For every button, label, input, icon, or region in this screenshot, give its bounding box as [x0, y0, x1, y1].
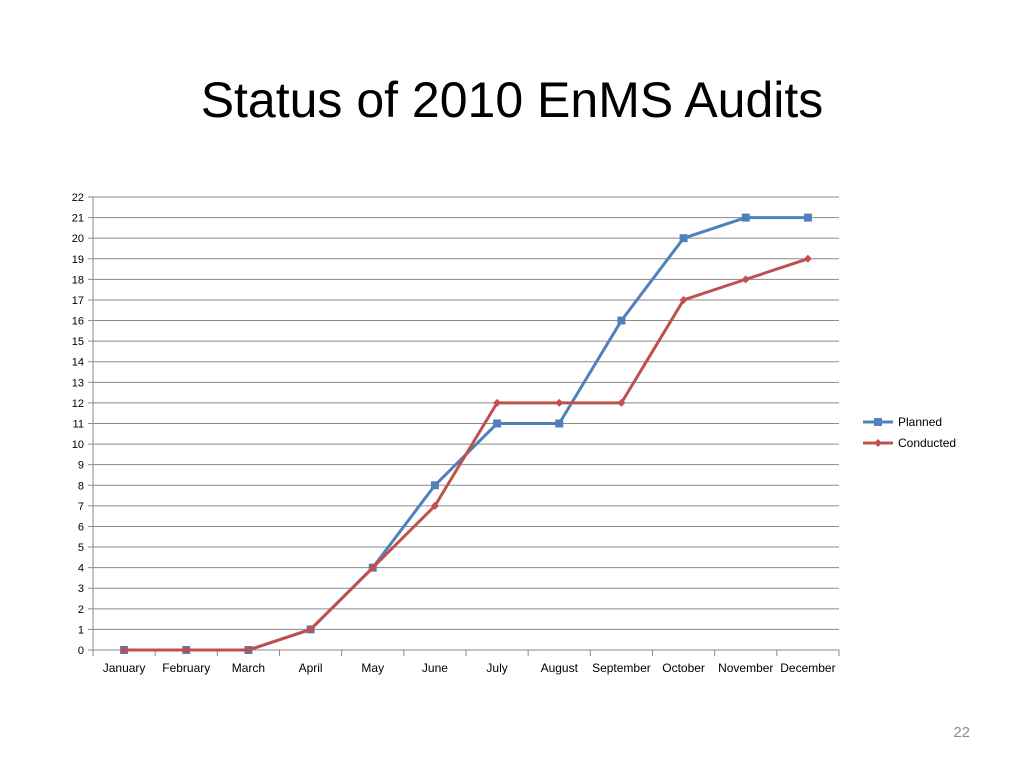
y-tick-label: 4 — [78, 563, 84, 575]
legend: Planned Conducted — [863, 415, 956, 450]
legend-swatch-marker — [874, 418, 882, 426]
x-tick-label: August — [541, 661, 579, 675]
series-lines — [120, 213, 812, 654]
data-point-planned — [430, 481, 439, 490]
series-line-planned — [124, 216, 808, 652]
slide-title: Status of 2010 EnMS Audits — [200, 72, 824, 128]
legend-item-conducted: Conducted — [863, 436, 956, 450]
y-tick-label: 0 — [78, 645, 84, 657]
y-tick-label: 17 — [72, 295, 84, 307]
data-point-conducted — [306, 625, 315, 634]
y-tick-label: 18 — [72, 274, 84, 286]
y-tick-label: 20 — [72, 233, 84, 245]
data-point-conducted — [617, 398, 626, 407]
legend-swatch-marker — [874, 439, 882, 447]
y-tick-label: 6 — [78, 521, 84, 533]
y-tick-label: 7 — [78, 501, 84, 513]
y-tick-label: 10 — [72, 439, 84, 451]
y-tick-label: 1 — [78, 624, 84, 636]
data-point-conducted — [430, 501, 439, 510]
x-tick-label: September — [592, 661, 651, 675]
x-axis-tick-labels: January February March April May June July Augu… — [103, 661, 836, 675]
data-point-planned — [679, 234, 688, 243]
x-tick-label: May — [361, 661, 384, 675]
y-tick-label: 11 — [73, 419, 84, 431]
y-tick-label: 9 — [78, 460, 84, 472]
y-tick-label: 22 — [72, 192, 84, 204]
series-conducted — [120, 254, 812, 654]
y-tick-label: 14 — [72, 357, 84, 369]
y-tick-label: 3 — [78, 583, 84, 595]
y-tick-label: 21 — [72, 213, 84, 225]
gridlines — [93, 196, 839, 630]
y-tick-label: 12 — [72, 398, 84, 410]
data-point-conducted — [493, 398, 502, 407]
axes — [88, 196, 840, 656]
data-point-planned — [493, 419, 502, 428]
x-tick-label: November — [718, 661, 773, 675]
x-tick-label: December — [780, 661, 835, 675]
x-tick-label: January — [103, 661, 146, 675]
data-point-conducted — [741, 275, 750, 284]
data-point-planned — [555, 419, 564, 428]
data-point-conducted — [555, 398, 564, 407]
y-tick-label: 5 — [78, 542, 84, 554]
y-tick-label: 15 — [72, 336, 84, 348]
legend-label: Conducted — [898, 436, 956, 450]
data-point-planned — [617, 316, 626, 325]
y-tick-label: 19 — [72, 254, 84, 266]
y-tick-label: 8 — [78, 480, 84, 492]
data-point-conducted — [368, 563, 377, 572]
data-point-conducted — [679, 295, 688, 304]
legend-label: Planned — [898, 415, 942, 429]
legend-item-planned: Planned — [863, 415, 942, 429]
series-line-conducted — [124, 257, 809, 652]
x-tick-label: June — [422, 661, 448, 675]
data-point-conducted — [120, 646, 129, 654]
page-number: 22 — [953, 724, 970, 741]
x-tick-label: February — [162, 661, 210, 675]
data-point-conducted — [182, 646, 191, 654]
data-point-conducted — [803, 254, 812, 263]
data-point-conducted — [244, 646, 253, 654]
x-tick-label: April — [299, 661, 323, 675]
data-point-planned — [741, 213, 750, 222]
y-tick-label: 13 — [72, 377, 84, 389]
data-point-planned — [803, 213, 812, 222]
x-tick-label: October — [662, 661, 705, 675]
x-tick-label: July — [486, 661, 507, 675]
x-tick-label: March — [232, 661, 265, 675]
y-tick-label: 16 — [72, 316, 84, 328]
y-tick-label: 2 — [78, 604, 84, 616]
